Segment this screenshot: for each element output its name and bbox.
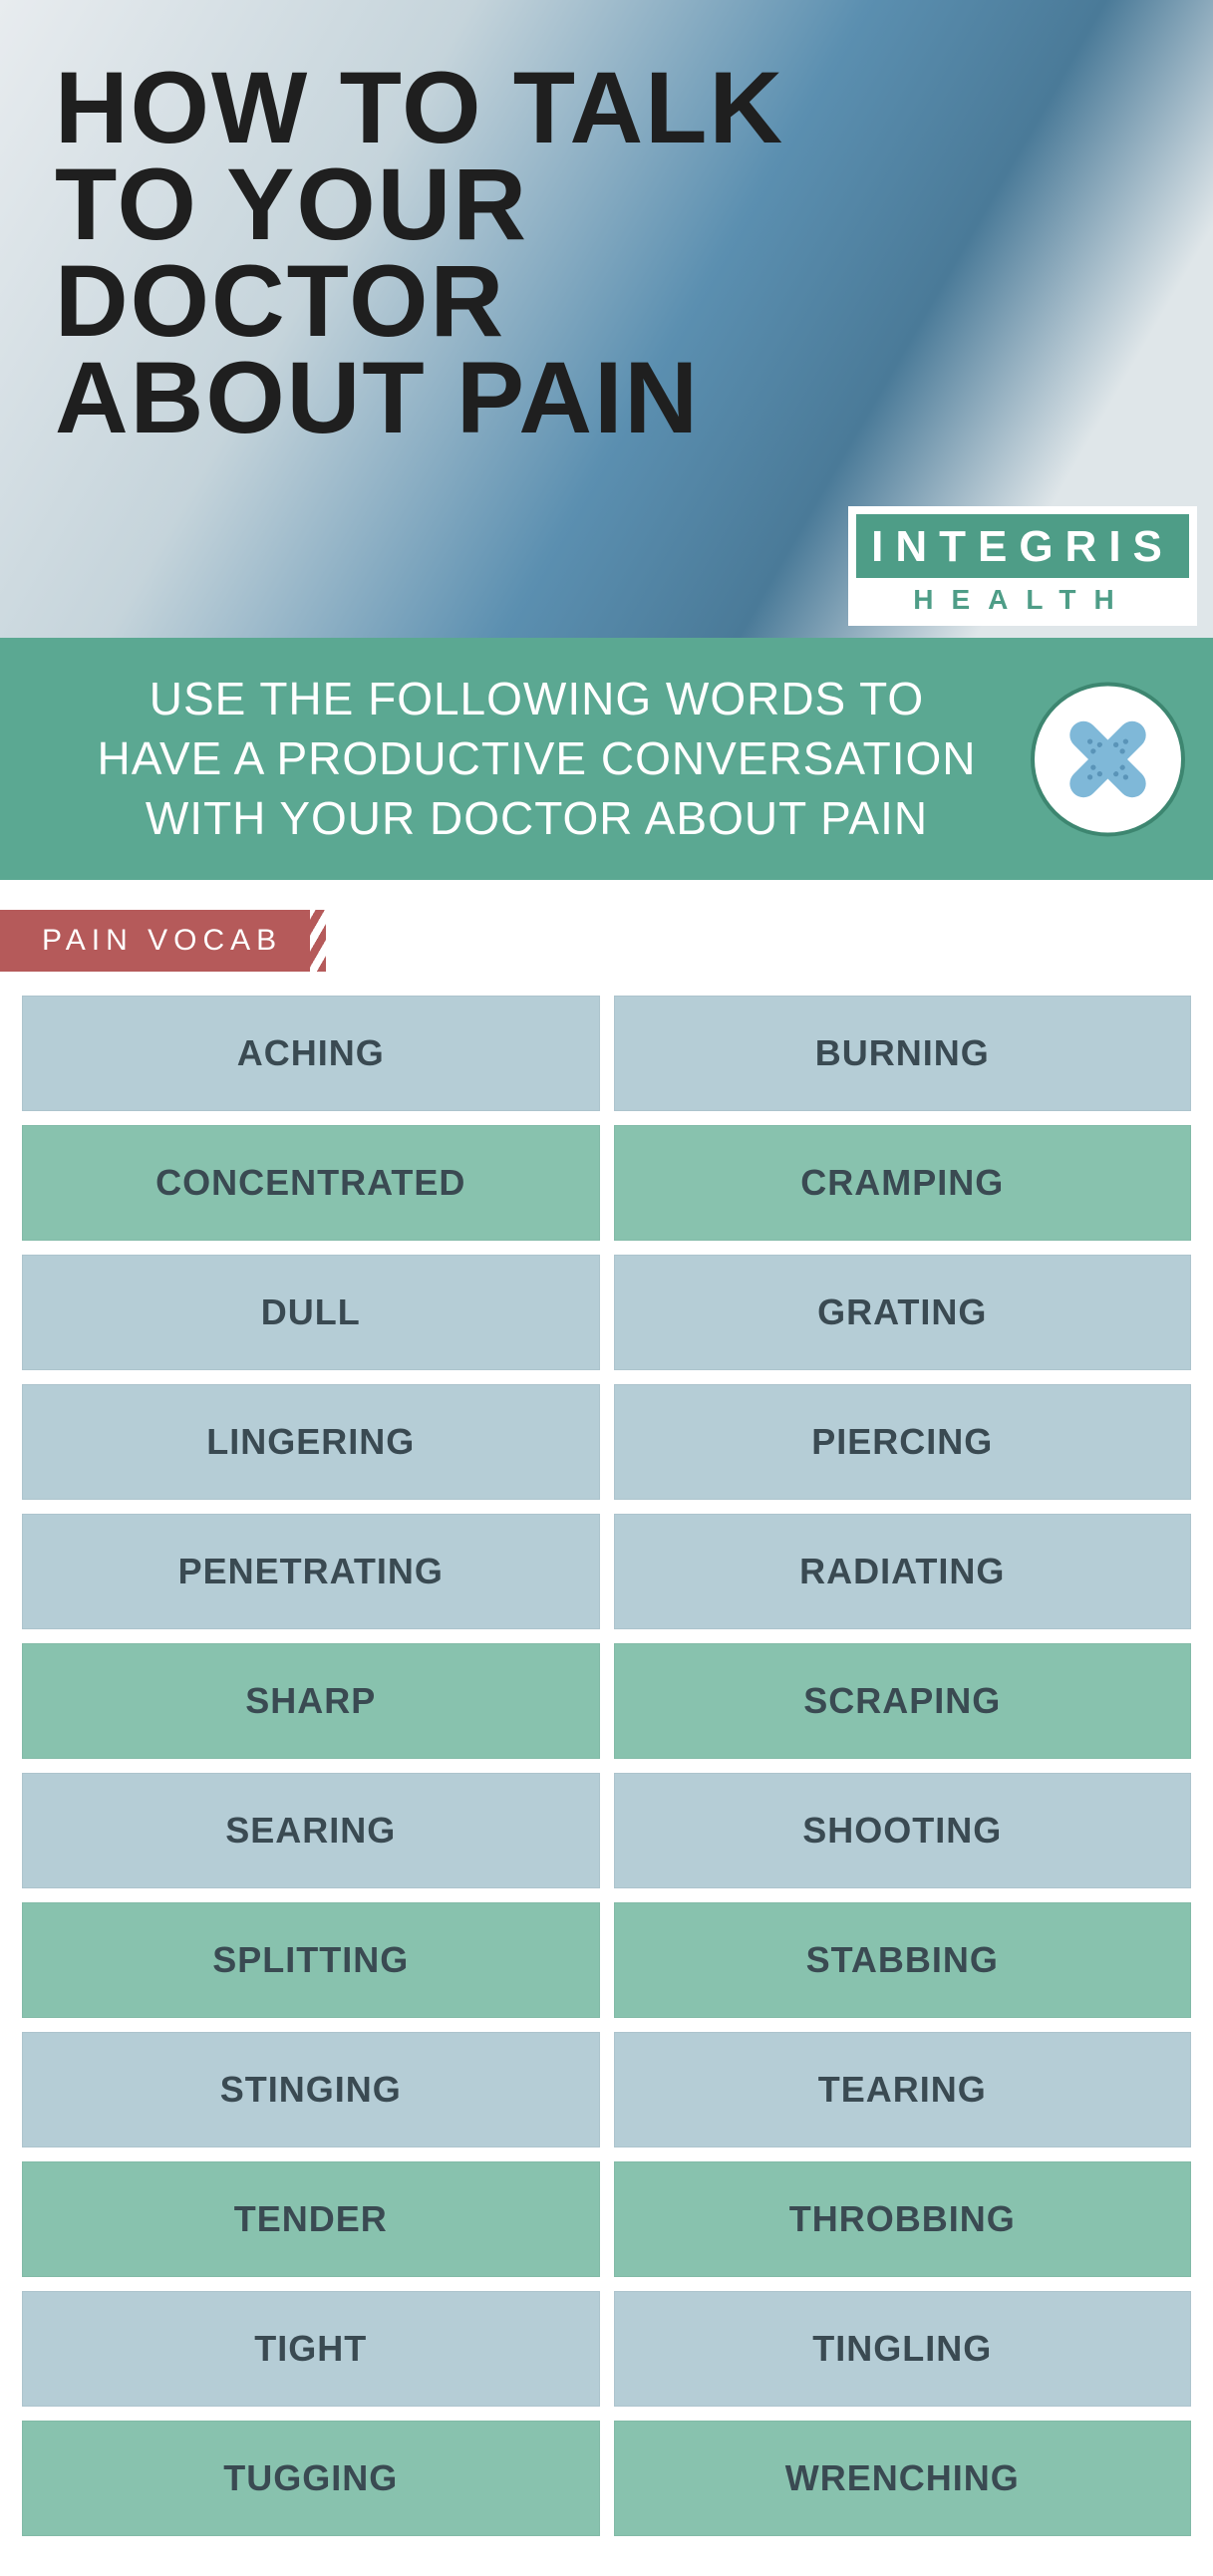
- hero-section: HOW TO TALK TO YOUR DOCTOR ABOUT PAIN IN…: [0, 0, 1213, 638]
- vocab-tile: TINGLING: [614, 2291, 1192, 2407]
- vocab-tile: ACHING: [22, 996, 600, 1111]
- vocab-tile: STABBING: [614, 1902, 1192, 2018]
- vocab-tile: DULL: [22, 1255, 600, 1370]
- vocab-tile: CONCENTRATED: [22, 1125, 600, 1241]
- brand-logo-subtitle: HEALTH: [856, 578, 1189, 618]
- hero-title-line: HOW TO TALK: [55, 60, 784, 156]
- vocab-tile: TEARING: [614, 2032, 1192, 2147]
- vocab-tile: TENDER: [22, 2161, 600, 2277]
- vocab-tile: SHOOTING: [614, 1773, 1192, 1888]
- vocab-tile: WRENCHING: [614, 2421, 1192, 2536]
- hero-title-line: DOCTOR: [55, 253, 784, 350]
- vocab-tile: SHARP: [22, 1643, 600, 1759]
- brand-logo-name: INTEGRIS: [856, 514, 1189, 578]
- hero-title-line: TO YOUR: [55, 156, 784, 253]
- vocab-tile: PENETRATING: [22, 1514, 600, 1629]
- vocab-tile: RADIATING: [614, 1514, 1192, 1629]
- instruction-banner: USE THE FOLLOWING WORDS TO HAVE A PRODUC…: [0, 638, 1213, 880]
- vocab-tile: THROBBING: [614, 2161, 1192, 2277]
- section-header: PAIN VOCAB: [0, 910, 310, 972]
- hero-title: HOW TO TALK TO YOUR DOCTOR ABOUT PAIN: [55, 60, 784, 446]
- vocab-tile: TIGHT: [22, 2291, 600, 2407]
- vocab-tile: TUGGING: [22, 2421, 600, 2536]
- vocab-tile: CRAMPING: [614, 1125, 1192, 1241]
- vocab-tile: PIERCING: [614, 1384, 1192, 1500]
- vocab-tile: SPLITTING: [22, 1902, 600, 2018]
- vocab-tile: STINGING: [22, 2032, 600, 2147]
- vocab-grid: ACHINGBURNINGCONCENTRATEDCRAMPINGDULLGRA…: [0, 996, 1213, 2576]
- brand-logo: INTEGRIS HEALTH: [848, 506, 1197, 626]
- bandaid-icon: [1031, 682, 1185, 836]
- section-header-wrap: PAIN VOCAB: [0, 880, 1213, 996]
- vocab-tile: LINGERING: [22, 1384, 600, 1500]
- vocab-tile: GRATING: [614, 1255, 1192, 1370]
- vocab-tile: BURNING: [614, 996, 1192, 1111]
- vocab-tile: SEARING: [22, 1773, 600, 1888]
- hero-title-line: ABOUT PAIN: [55, 350, 784, 446]
- instruction-text: USE THE FOLLOWING WORDS TO HAVE A PRODUC…: [89, 670, 986, 848]
- vocab-tile: SCRAPING: [614, 1643, 1192, 1759]
